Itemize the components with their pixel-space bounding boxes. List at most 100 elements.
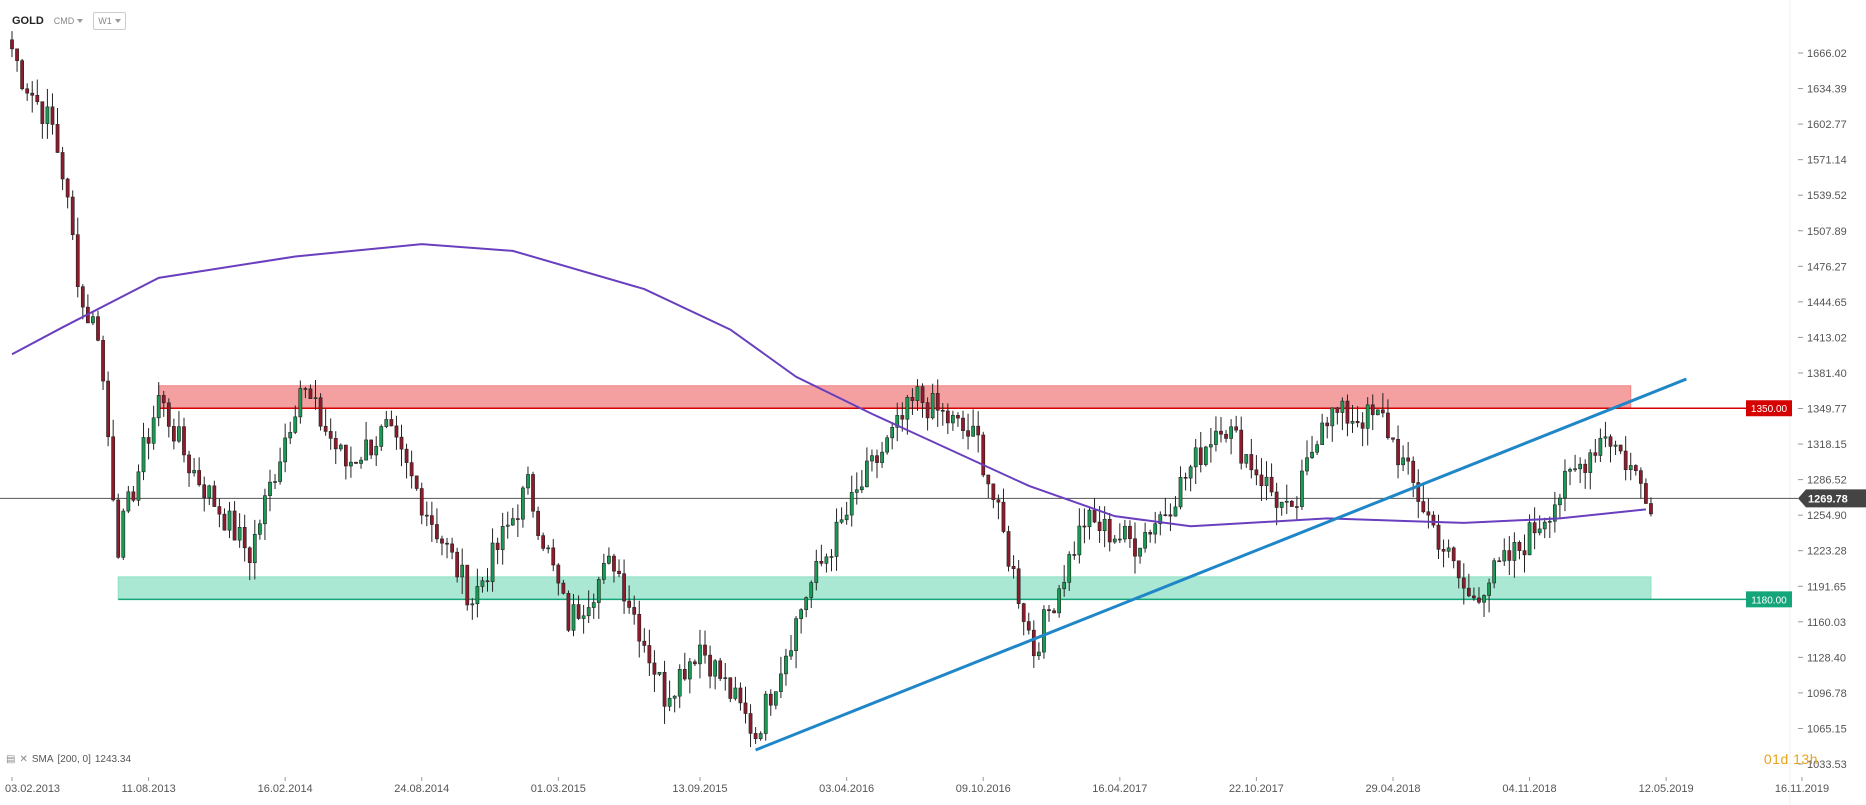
candle-body: [1062, 582, 1067, 590]
candle-body: [763, 693, 768, 734]
candle-body: [475, 586, 480, 605]
candle-body: [1289, 500, 1294, 507]
candle-body: [1229, 426, 1233, 439]
candle-body: [354, 461, 358, 464]
candle-body: [890, 427, 895, 439]
candle-body: [212, 485, 217, 507]
candle-body: [1618, 444, 1623, 452]
candle-body: [75, 234, 80, 287]
candle-body: [1375, 409, 1380, 416]
candle-body: [445, 542, 449, 545]
indicator-close-icon[interactable]: ✕: [19, 754, 28, 765]
candle-body: [1072, 554, 1077, 556]
candle-body: [1006, 531, 1011, 567]
candle-body: [1315, 444, 1319, 453]
candle-body: [1426, 511, 1431, 516]
candle-body: [338, 444, 343, 450]
candle-body: [718, 660, 723, 679]
y-tick-label: 1381.40: [1807, 368, 1847, 380]
candle-body: [1183, 476, 1188, 479]
candle-body: [1143, 532, 1147, 549]
candle-body: [91, 316, 95, 324]
candle-body: [1133, 538, 1137, 557]
candle-body: [1148, 532, 1153, 535]
candle-body: [733, 687, 738, 699]
candle-body: [369, 439, 374, 456]
y-tick-label: 1160.03: [1807, 617, 1846, 629]
candle-body: [1436, 524, 1441, 550]
indicator-menu-icon[interactable]: ▤: [6, 754, 16, 765]
candle-body: [1563, 470, 1567, 499]
candle-body: [1350, 421, 1355, 424]
candle-body: [834, 521, 839, 557]
candle-body: [1330, 407, 1335, 427]
candle-body: [1638, 470, 1643, 484]
candle-body: [394, 425, 399, 438]
x-tick-label: 04.11.2018: [1502, 783, 1556, 795]
candle-body: [799, 609, 804, 619]
candle-body: [1542, 521, 1547, 530]
candle-body: [1416, 482, 1421, 502]
candle-timer: 01d 13h: [1763, 751, 1818, 767]
candle-body: [1411, 460, 1416, 483]
candle-body: [419, 488, 424, 516]
candle-body: [1239, 429, 1244, 464]
candle-body: [814, 560, 819, 583]
candle-body: [298, 388, 303, 418]
candle-body: [1016, 568, 1021, 604]
candle-body: [1345, 400, 1350, 424]
candle-body: [1082, 525, 1087, 528]
candle-body: [55, 124, 60, 153]
candle-body: [1224, 433, 1228, 439]
candle-body: [753, 733, 758, 739]
y-tick-label: 1444.65: [1807, 297, 1847, 309]
y-tick-label: 1191.65: [1807, 581, 1846, 593]
candle-body: [951, 415, 955, 424]
candle-body: [652, 662, 657, 675]
candle-body: [809, 582, 814, 598]
x-tick-label: 16.04.2017: [1092, 783, 1147, 795]
y-tick-label: 1634.39: [1807, 84, 1847, 96]
symbol-label[interactable]: GOLD: [12, 15, 44, 27]
candle-body: [596, 579, 601, 603]
candle-body: [1568, 469, 1572, 472]
candle-body: [672, 695, 677, 699]
level-label-1: 1180.00: [1751, 595, 1787, 606]
interval-label: W1: [98, 16, 112, 26]
candle-body: [1001, 501, 1006, 532]
candle-body: [1623, 450, 1628, 470]
candle-body: [1117, 538, 1122, 541]
candle-body: [106, 380, 110, 438]
candle-body: [232, 510, 237, 541]
candle-body: [854, 489, 859, 493]
candle-body: [20, 60, 24, 90]
candle-body: [1537, 528, 1542, 534]
x-tick-label: 22.10.2017: [1229, 783, 1284, 795]
candle-body: [738, 687, 743, 704]
candle-body: [1573, 468, 1577, 471]
candle-body: [111, 436, 116, 501]
candle-body: [1446, 547, 1451, 552]
candle-body: [819, 560, 824, 564]
candle-body: [875, 455, 879, 463]
x-tick-label: 03.02.2013: [5, 783, 60, 795]
candle-body: [713, 660, 718, 677]
instrument-type-selector[interactable]: CMD: [50, 16, 88, 26]
level-badge-1: [1746, 591, 1792, 608]
candle-body: [278, 461, 282, 482]
candle-body: [1031, 629, 1036, 657]
x-tick-label: 01.03.2015: [531, 783, 586, 795]
candle-body: [10, 39, 14, 50]
candle-body: [1178, 476, 1183, 508]
candle-body: [495, 542, 500, 550]
candle-body: [1603, 436, 1608, 439]
candle-body: [1558, 497, 1562, 506]
candle-body: [450, 543, 454, 553]
candle-body: [1482, 595, 1486, 603]
interval-selector[interactable]: W1: [93, 12, 126, 30]
candle-body: [1335, 407, 1340, 413]
candle-body: [202, 484, 207, 499]
candle-body: [647, 645, 652, 664]
candle-body: [1370, 404, 1375, 416]
